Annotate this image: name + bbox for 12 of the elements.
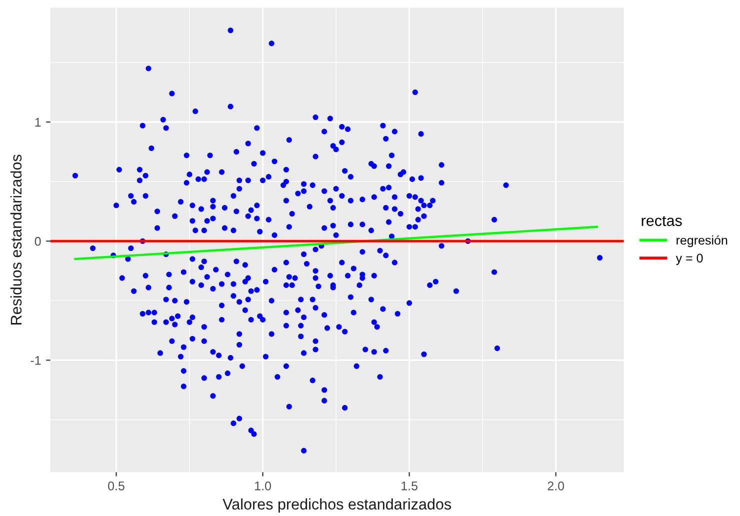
x-tick-label: 2.0 <box>548 482 564 490</box>
y-tick-label: 0 <box>34 236 41 246</box>
legend-title: rectas <box>642 216 682 226</box>
legend-label: regresión <box>676 235 728 248</box>
legend-label: y = 0 <box>676 254 703 266</box>
x-tick-label: 1.0 <box>255 482 271 490</box>
y-tick-label: 1 <box>35 118 41 127</box>
y-tick-label: -1 <box>30 356 41 365</box>
x-tick-label: 1.5 <box>402 482 418 490</box>
x-axis-title: Valores predichos estandarizados <box>222 498 452 513</box>
y-axis-title: Residuos estandarizados <box>10 154 22 324</box>
x-tick-label: 0.5 <box>108 482 124 490</box>
